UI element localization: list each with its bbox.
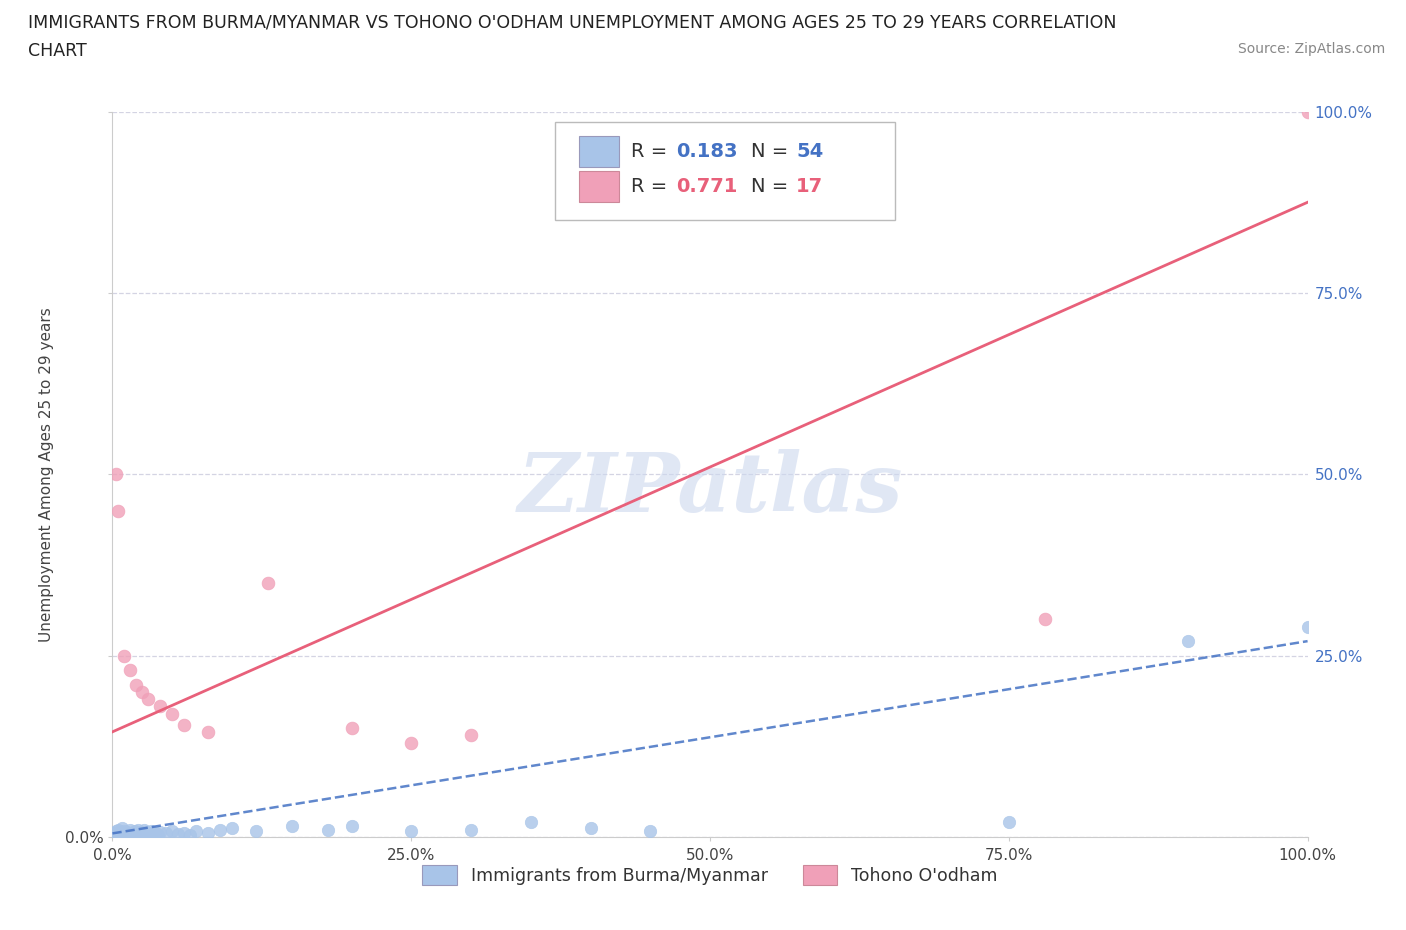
Point <box>115 825 138 840</box>
Point <box>179 828 201 843</box>
Point <box>1296 619 1319 634</box>
Point <box>120 823 142 838</box>
FancyBboxPatch shape <box>579 171 619 202</box>
Point <box>129 828 152 843</box>
Text: N =: N = <box>751 142 794 161</box>
Text: R =: R = <box>631 142 673 161</box>
Point <box>173 717 195 732</box>
Point <box>114 828 136 843</box>
Text: IMMIGRANTS FROM BURMA/MYANMAR VS TOHONO O'ODHAM UNEMPLOYMENT AMONG AGES 25 TO 29: IMMIGRANTS FROM BURMA/MYANMAR VS TOHONO … <box>28 14 1116 32</box>
Point <box>281 818 304 833</box>
FancyBboxPatch shape <box>579 137 619 166</box>
Point <box>129 825 152 840</box>
Point <box>107 822 129 837</box>
Point <box>145 825 167 840</box>
Text: ZIPatlas: ZIPatlas <box>517 449 903 529</box>
Point <box>1177 633 1199 648</box>
Point <box>110 828 132 843</box>
Point <box>135 825 157 840</box>
Point <box>132 823 155 838</box>
Y-axis label: Unemployment Among Ages 25 to 29 years: Unemployment Among Ages 25 to 29 years <box>38 307 53 642</box>
Text: N =: N = <box>751 177 794 196</box>
Point <box>125 826 148 841</box>
Text: 0.183: 0.183 <box>676 142 738 161</box>
Point <box>112 827 135 842</box>
Point <box>139 824 162 839</box>
Point <box>149 825 172 840</box>
Point <box>104 826 127 841</box>
Text: 0.771: 0.771 <box>676 177 738 196</box>
Point <box>121 827 143 842</box>
Point <box>162 824 183 839</box>
Point <box>105 467 128 482</box>
Point <box>155 826 177 841</box>
Point <box>120 663 142 678</box>
Point <box>118 826 141 841</box>
Point <box>114 648 135 663</box>
Point <box>107 503 129 518</box>
Point <box>221 821 243 836</box>
Text: Source: ZipAtlas.com: Source: ZipAtlas.com <box>1237 42 1385 56</box>
Text: R =: R = <box>631 177 673 196</box>
Point <box>340 818 363 833</box>
Point <box>138 692 160 707</box>
Text: CHART: CHART <box>28 42 87 60</box>
Point <box>105 828 128 843</box>
Point <box>460 822 482 837</box>
Point <box>998 815 1021 830</box>
Point <box>209 822 232 837</box>
Point <box>579 821 602 836</box>
Point <box>146 828 169 843</box>
Point <box>131 825 153 840</box>
Point <box>111 821 134 836</box>
Point <box>173 825 195 840</box>
Point <box>197 724 219 739</box>
Point <box>142 827 165 842</box>
Point <box>121 825 143 840</box>
Point <box>122 828 145 843</box>
Point <box>114 824 135 839</box>
Point <box>316 822 339 837</box>
Point <box>245 824 267 839</box>
Point <box>640 824 662 839</box>
Point <box>401 824 423 839</box>
Point <box>105 824 128 839</box>
Point <box>125 677 148 692</box>
Text: 54: 54 <box>796 142 824 161</box>
Point <box>1033 612 1056 627</box>
Point <box>340 721 363 736</box>
FancyBboxPatch shape <box>554 123 896 220</box>
Point <box>117 828 139 843</box>
Point <box>401 736 423 751</box>
Point <box>134 828 156 843</box>
Point <box>197 826 219 841</box>
Legend: Immigrants from Burma/Myanmar, Tohono O'odham: Immigrants from Burma/Myanmar, Tohono O'… <box>413 857 1007 894</box>
Point <box>520 815 543 830</box>
Point <box>257 576 280 591</box>
Point <box>167 827 190 842</box>
Point <box>149 699 172 714</box>
Point <box>186 824 208 839</box>
Point <box>1296 104 1319 119</box>
Point <box>162 706 183 721</box>
Point <box>128 827 150 842</box>
Point <box>460 728 482 743</box>
Point <box>108 825 131 840</box>
Point <box>131 684 153 699</box>
Text: 17: 17 <box>796 177 823 196</box>
Point <box>127 822 149 837</box>
Point <box>124 824 146 839</box>
Point <box>138 826 160 841</box>
